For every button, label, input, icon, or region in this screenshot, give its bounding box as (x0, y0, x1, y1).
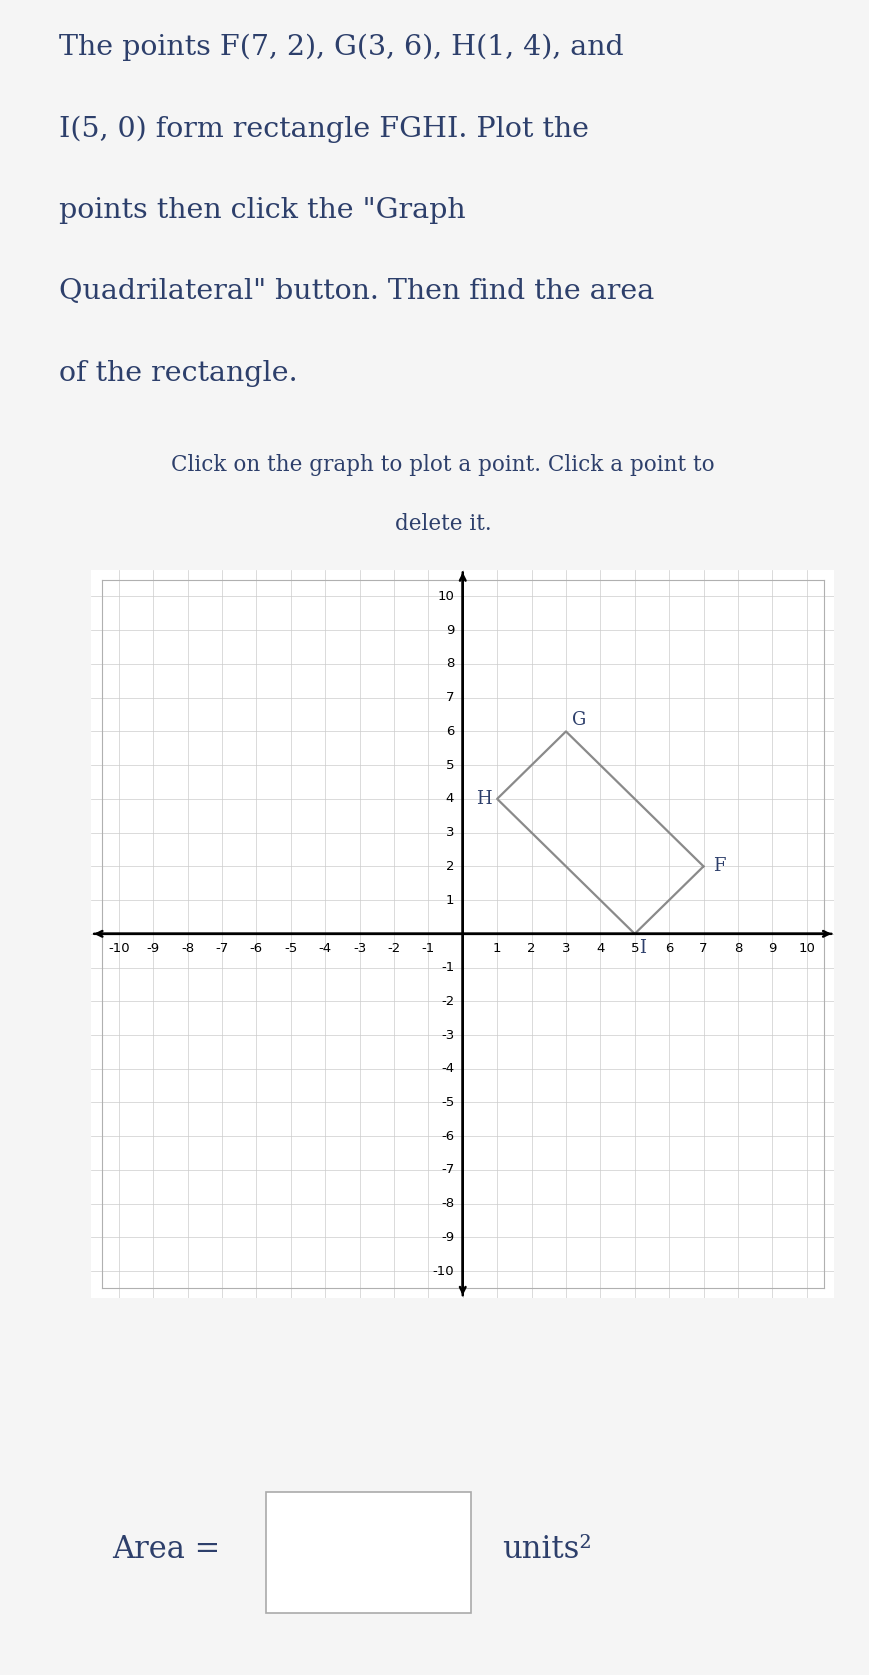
Text: -8: -8 (441, 1198, 454, 1209)
Text: -9: -9 (147, 943, 160, 955)
Text: 1: 1 (446, 893, 454, 906)
FancyBboxPatch shape (266, 1492, 471, 1613)
Text: -6: -6 (249, 943, 263, 955)
Text: 9: 9 (446, 623, 454, 636)
Text: Quadrilateral" button. Then find the area: Quadrilateral" button. Then find the are… (59, 278, 654, 305)
Text: -7: -7 (216, 943, 229, 955)
Text: 8: 8 (446, 658, 454, 670)
Text: -5: -5 (284, 943, 297, 955)
Text: -5: -5 (441, 1095, 454, 1109)
Text: 1: 1 (493, 943, 501, 955)
Text: units²: units² (502, 1534, 592, 1564)
Text: points then click the "Graph: points then click the "Graph (59, 196, 466, 224)
Text: 8: 8 (733, 943, 742, 955)
Text: 3: 3 (561, 943, 570, 955)
Text: 5: 5 (446, 759, 454, 772)
Text: -9: -9 (441, 1231, 454, 1245)
Text: 7: 7 (446, 692, 454, 704)
Text: of the rectangle.: of the rectangle. (59, 360, 298, 387)
Text: 2: 2 (527, 943, 536, 955)
Text: F: F (713, 858, 726, 876)
Text: -4: -4 (319, 943, 332, 955)
Text: I(5, 0) form rectangle FGHI. Plot the: I(5, 0) form rectangle FGHI. Plot the (59, 116, 589, 142)
Text: 10: 10 (799, 943, 815, 955)
Text: -2: -2 (388, 943, 401, 955)
Text: Click on the graph to plot a point. Click a point to: Click on the graph to plot a point. Clic… (171, 454, 715, 476)
Text: 5: 5 (631, 943, 639, 955)
Text: I: I (639, 940, 646, 956)
Text: 6: 6 (665, 943, 673, 955)
Text: -3: -3 (353, 943, 366, 955)
Text: -3: -3 (441, 1028, 454, 1042)
Text: delete it.: delete it. (395, 513, 492, 536)
Text: 4: 4 (596, 943, 605, 955)
Text: 10: 10 (437, 590, 454, 603)
Text: G: G (572, 710, 587, 729)
Text: -7: -7 (441, 1164, 454, 1176)
Text: 6: 6 (446, 725, 454, 739)
Text: -2: -2 (441, 995, 454, 1008)
Text: -1: -1 (441, 961, 454, 975)
Text: 4: 4 (446, 792, 454, 806)
Text: -10: -10 (433, 1265, 454, 1278)
Text: -1: -1 (421, 943, 435, 955)
Text: -10: -10 (108, 943, 129, 955)
Text: The points F(7, 2), G(3, 6), H(1, 4), and: The points F(7, 2), G(3, 6), H(1, 4), an… (59, 34, 624, 60)
Text: 9: 9 (768, 943, 777, 955)
Text: 3: 3 (446, 826, 454, 839)
Text: -6: -6 (441, 1129, 454, 1142)
Text: 2: 2 (446, 859, 454, 873)
Text: -8: -8 (181, 943, 194, 955)
Text: 7: 7 (700, 943, 707, 955)
Text: Area =: Area = (112, 1534, 221, 1564)
Text: -4: -4 (441, 1062, 454, 1075)
Text: H: H (476, 791, 492, 807)
